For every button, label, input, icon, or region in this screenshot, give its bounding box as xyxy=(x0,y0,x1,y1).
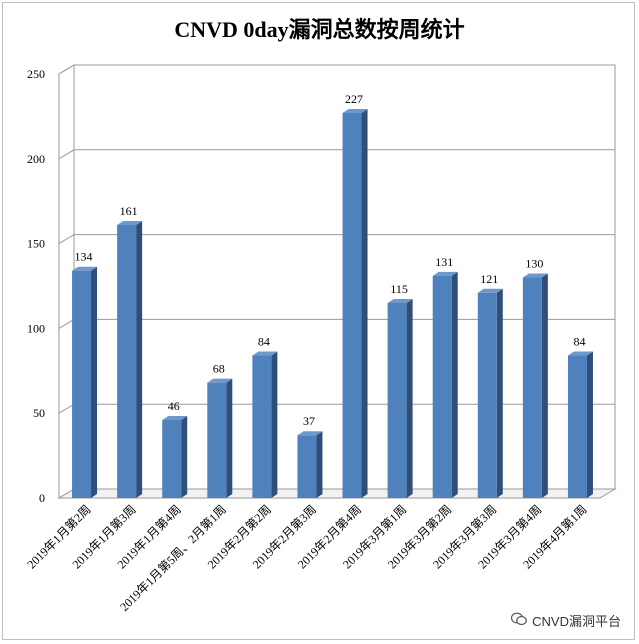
bar xyxy=(207,378,233,498)
data-label: 84 xyxy=(258,335,270,349)
bar xyxy=(432,271,458,498)
data-label: 227 xyxy=(345,92,363,106)
bar xyxy=(387,298,413,498)
y-tick-label: 0 xyxy=(39,491,45,505)
data-labels: 134 161 46 68 84 37 227 115 131 121 130 84 xyxy=(75,92,586,428)
data-label: 115 xyxy=(390,282,408,296)
floor xyxy=(57,488,617,499)
data-label: 68 xyxy=(213,362,225,376)
y-axis-ticks: 0 50 100 150 200 250 xyxy=(27,67,45,505)
gridline xyxy=(58,149,615,160)
data-label: 121 xyxy=(480,272,498,286)
y-tick-label: 200 xyxy=(27,152,45,166)
category-labels: 2019年1月第2周2019年1月第3周2019年1月第4周2019年1月第5周… xyxy=(24,502,589,614)
data-label: 131 xyxy=(435,255,453,269)
y-tick-label: 50 xyxy=(33,406,45,420)
wechat-icon xyxy=(511,612,528,629)
bar xyxy=(342,109,368,499)
bar xyxy=(297,431,323,498)
data-label: 37 xyxy=(303,414,315,428)
bar xyxy=(162,415,188,498)
y-tick-label: 150 xyxy=(27,237,45,251)
bar xyxy=(567,351,593,498)
data-label: 46 xyxy=(168,399,180,413)
gridline xyxy=(58,64,615,75)
side-wall xyxy=(58,64,75,499)
data-label: 134 xyxy=(75,250,93,264)
watermark: CNVD漏洞平台 xyxy=(511,611,621,630)
bar xyxy=(477,288,503,498)
bars xyxy=(72,109,593,499)
y-tick-label: 250 xyxy=(27,67,45,81)
data-label: 161 xyxy=(120,204,138,218)
bar xyxy=(252,351,278,498)
gridline xyxy=(58,234,615,245)
bar xyxy=(72,266,98,498)
y-tick-label: 100 xyxy=(27,321,45,335)
bar xyxy=(117,220,143,498)
data-label: 84 xyxy=(573,335,585,349)
bar xyxy=(522,273,548,498)
chart-title: CNVD 0day漏洞总数按周统计 xyxy=(174,17,465,42)
data-label: 130 xyxy=(525,257,543,271)
watermark-text: CNVD漏洞平台 xyxy=(532,614,621,629)
